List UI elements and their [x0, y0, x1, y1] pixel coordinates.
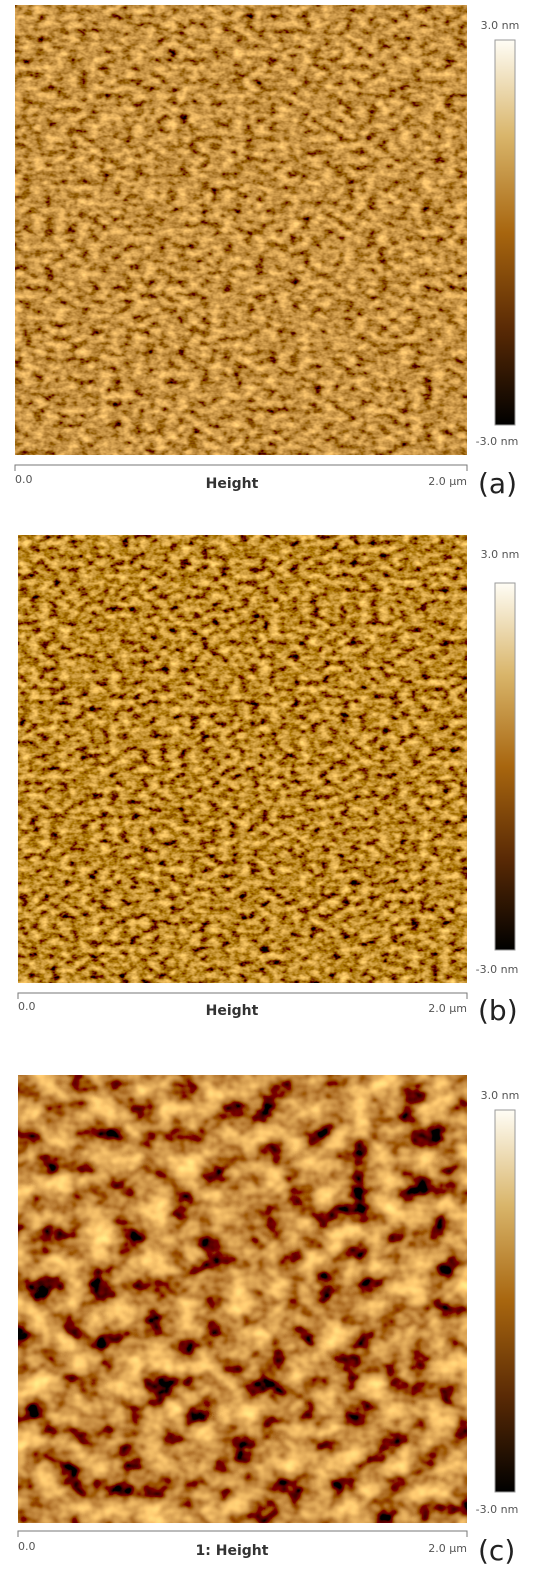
panel-tag: (c) [478, 1534, 515, 1567]
axis-start-label: 0.0 [18, 1000, 36, 1013]
axis-start-label: 0.0 [15, 473, 33, 486]
afm-image [18, 1075, 467, 1523]
panel-tag: (a) [478, 467, 517, 500]
scale-max-label: 3.0 nm [481, 1089, 520, 1102]
scale-bar [17, 1530, 468, 1537]
axis-end-label: 2.0 µm [428, 1002, 467, 1015]
scale-min-label: -3.0 nm [476, 963, 519, 976]
color-bar [494, 1109, 516, 1493]
panel-tag: (b) [478, 994, 518, 1027]
afm-image [18, 535, 467, 983]
axis-end-label: 2.0 µm [428, 1542, 467, 1555]
axis-end-label: 2.0 µm [428, 475, 467, 488]
color-bar [494, 39, 516, 426]
scale-max-label: 3.0 nm [481, 548, 520, 561]
scale-bar [17, 992, 468, 999]
panel-title: Height [206, 476, 259, 492]
panel-title: Height [206, 1003, 259, 1019]
scale-min-label: -3.0 nm [476, 435, 519, 448]
color-bar [494, 582, 516, 951]
scale-bar [14, 464, 468, 471]
scale-min-label: -3.0 nm [476, 1503, 519, 1516]
scale-max-label: 3.0 nm [481, 19, 520, 32]
axis-start-label: 0.0 [18, 1540, 36, 1553]
afm-image [15, 5, 467, 455]
panel-title: 1: Height [196, 1543, 269, 1559]
